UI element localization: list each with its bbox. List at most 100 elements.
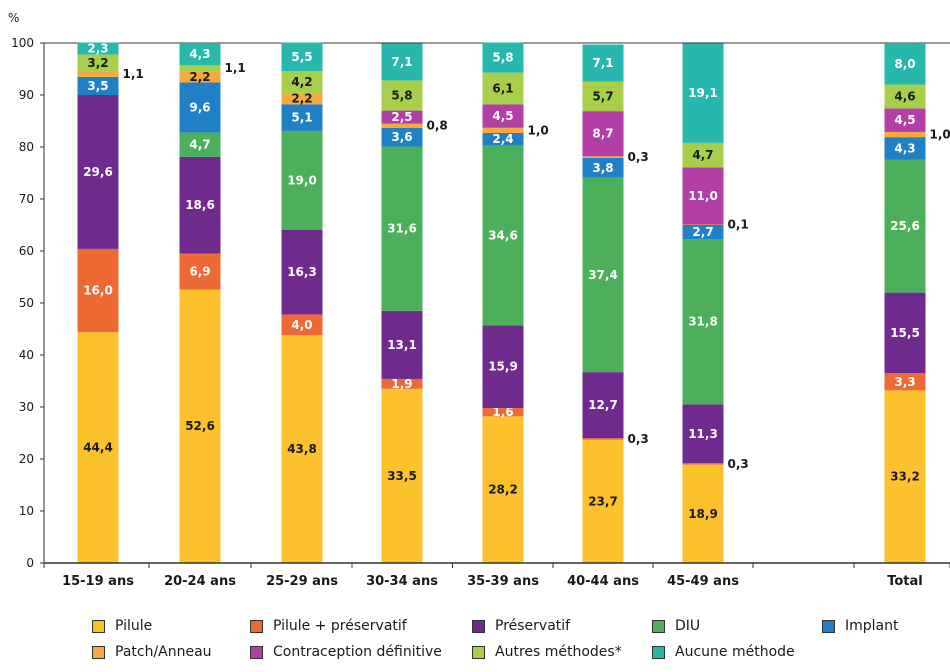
data-label: 3,2 (87, 56, 108, 70)
bar-segment (179, 132, 221, 157)
bar-segment (179, 253, 221, 290)
bar-segment (682, 464, 724, 563)
bar-segment (884, 137, 926, 160)
bar-stack: 18,9 0,3 11,3 31,8 2,7 0,1 11,0 4,7 19,1 (682, 43, 749, 563)
x-tick-label: 20-24 ans (164, 574, 236, 589)
x-tick-label: 15-19 ans (62, 574, 134, 589)
legend-label: Patch/Anneau (115, 644, 212, 660)
data-label: 5,8 (391, 89, 412, 103)
data-label: 43,8 (287, 442, 317, 456)
y-tick-label: 80 (19, 140, 34, 154)
data-label: 1,0 (930, 128, 950, 142)
data-label: 3,5 (87, 79, 108, 93)
bar-segment (179, 289, 221, 563)
bar-segment (682, 225, 724, 240)
data-label: 34,6 (488, 228, 518, 242)
data-label: 13,1 (387, 338, 417, 352)
data-label: 5,5 (291, 50, 312, 64)
legend-swatch (822, 619, 835, 633)
legend-label: DIU (675, 618, 701, 634)
data-label: 4,0 (291, 318, 312, 332)
legend-item: Pilule (92, 616, 152, 636)
bar-segment (482, 104, 524, 128)
legend-swatch (652, 645, 665, 659)
bar-segment (482, 416, 524, 563)
data-label: 33,5 (387, 469, 417, 483)
bar-segment (884, 390, 926, 563)
stacked-bar-chart: 0 10 20 30 40 50 60 70 80 90 100 44,4 16,0 29,6 3,5 1,… (8, 11, 950, 589)
data-label: 0,3 (728, 457, 749, 471)
data-label: 16,3 (287, 265, 317, 279)
bar-segment (179, 43, 221, 66)
data-label: 5,8 (492, 51, 513, 65)
bar-segment (179, 65, 221, 72)
bar-segment (582, 157, 624, 178)
legend-swatch (92, 645, 105, 659)
data-label: 16,0 (83, 284, 113, 298)
y-tick-label: 20 (19, 452, 34, 466)
bar-segment (482, 325, 524, 409)
y-tick-label: 40 (19, 348, 34, 362)
legend-label: Pilule (115, 618, 153, 634)
legend-swatch (472, 645, 485, 659)
y-tick-label: 30 (19, 400, 34, 414)
bar-segment (281, 71, 323, 93)
data-label: 2,7 (692, 225, 713, 239)
legend-item: Contraception définitive (250, 642, 442, 662)
y-tick-label: 0 (26, 556, 34, 570)
legend-label: Contraception définitive (273, 644, 442, 660)
bar-segment (281, 335, 323, 563)
bar-segment (381, 127, 423, 147)
legend-swatch (250, 645, 263, 659)
data-label: 1,9 (391, 377, 412, 391)
data-label: 33,2 (890, 470, 920, 484)
bar-segment (77, 42, 119, 55)
data-label: 52,6 (185, 419, 215, 433)
x-tick-label: 35-39 ans (467, 574, 539, 589)
bars: 44,4 16,0 29,6 3,5 1,1 3,22,3 52,6 6,9 18,6 4,7 9,… (77, 41, 950, 563)
bar-segment (682, 463, 724, 465)
bar-segment (482, 132, 524, 146)
data-label: 18,9 (688, 507, 718, 521)
bar-segment (582, 439, 624, 563)
data-label: 2,2 (189, 70, 210, 84)
bar-segment (482, 42, 524, 73)
bar-segment (381, 123, 423, 128)
data-label: 4,2 (291, 75, 312, 89)
y-tick-label: 70 (19, 192, 34, 206)
data-label: 6,9 (189, 265, 210, 279)
data-label: 0,3 (628, 150, 649, 164)
bar-segment (682, 404, 724, 464)
legend-swatch (652, 619, 665, 633)
bar-segment (77, 54, 119, 72)
bar-segment (77, 248, 119, 333)
legend-item: Pilule + préservatif (250, 616, 407, 636)
bar-segment (482, 127, 524, 133)
bar-segment (582, 111, 624, 157)
legend: Pilule Pilule + préservatif Préservatif DIU… (92, 616, 942, 672)
bar-stack: 33,5 1,9 13,1 31,6 3,6 0,8 2,5 5,8 7,1 (381, 43, 448, 563)
y-axis: 0 10 20 30 40 50 60 70 80 90 100 (11, 36, 950, 570)
y-tick-label: 100 (11, 36, 34, 50)
bar-segment (582, 81, 624, 112)
data-label: 3,3 (894, 375, 915, 389)
data-label: 7,1 (592, 56, 613, 70)
bar-stack: 23,7 0,3 12,7 37,4 3,8 0,3 8,7 5,7 7,1 (582, 44, 649, 563)
bar-segment (582, 156, 624, 158)
data-label: 5,7 (592, 89, 613, 103)
data-label: 15,9 (488, 360, 518, 374)
bar-segment (582, 372, 624, 439)
data-label: 29,6 (83, 165, 113, 179)
data-label: 2,5 (391, 110, 412, 124)
bar-segment (884, 43, 926, 85)
bar-segment (381, 80, 423, 111)
bar-segment (281, 130, 323, 230)
bar-segment (682, 239, 724, 405)
data-label: 25,6 (890, 219, 920, 233)
data-label: 18,6 (185, 198, 215, 212)
bar-segment (682, 224, 724, 225)
data-label: 44,4 (83, 441, 113, 455)
data-label: 3,8 (592, 161, 613, 175)
x-tick-label: 30-34 ans (366, 574, 438, 589)
data-label: 31,8 (688, 315, 718, 329)
